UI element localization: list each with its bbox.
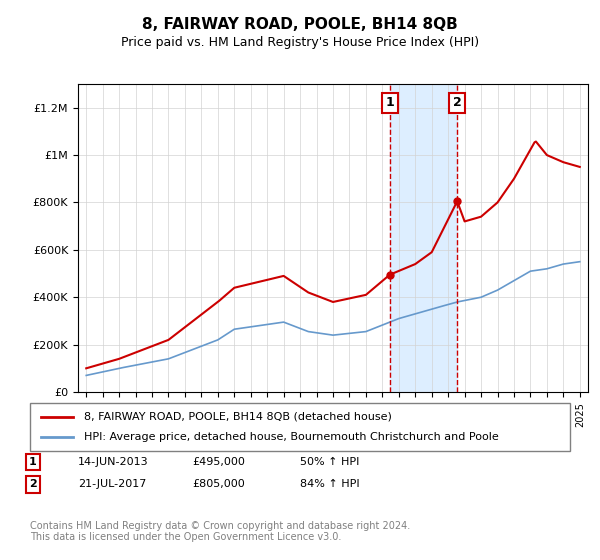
Text: HPI: Average price, detached house, Bournemouth Christchurch and Poole: HPI: Average price, detached house, Bour… xyxy=(84,432,499,442)
Text: 1: 1 xyxy=(385,96,394,109)
Text: 8, FAIRWAY ROAD, POOLE, BH14 8QB (detached house): 8, FAIRWAY ROAD, POOLE, BH14 8QB (detach… xyxy=(84,412,392,422)
Text: Price paid vs. HM Land Registry's House Price Index (HPI): Price paid vs. HM Land Registry's House … xyxy=(121,36,479,49)
FancyBboxPatch shape xyxy=(30,403,570,451)
Text: 2: 2 xyxy=(453,96,461,109)
Bar xyxy=(390,84,457,392)
Text: Contains HM Land Registry data © Crown copyright and database right 2024.
This d: Contains HM Land Registry data © Crown c… xyxy=(30,521,410,543)
Text: 84% ↑ HPI: 84% ↑ HPI xyxy=(300,479,359,489)
Text: £495,000: £495,000 xyxy=(192,457,245,467)
Text: 2: 2 xyxy=(29,479,37,489)
Text: 14-JUN-2013: 14-JUN-2013 xyxy=(78,457,149,467)
Text: 21-JUL-2017: 21-JUL-2017 xyxy=(78,479,146,489)
Text: 8, FAIRWAY ROAD, POOLE, BH14 8QB: 8, FAIRWAY ROAD, POOLE, BH14 8QB xyxy=(142,17,458,32)
Text: 50% ↑ HPI: 50% ↑ HPI xyxy=(300,457,359,467)
Text: £805,000: £805,000 xyxy=(192,479,245,489)
Text: 1: 1 xyxy=(29,457,37,467)
